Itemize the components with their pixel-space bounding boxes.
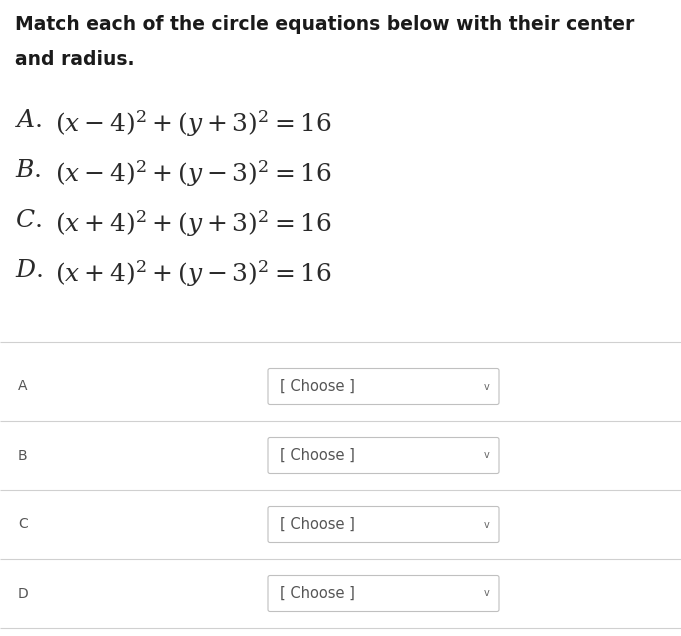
- FancyBboxPatch shape: [268, 506, 499, 543]
- Text: and radius.: and radius.: [15, 50, 135, 69]
- FancyBboxPatch shape: [268, 438, 499, 473]
- Text: $C.$: $C.$: [15, 208, 42, 232]
- Text: v: v: [484, 588, 490, 598]
- Text: C: C: [18, 518, 28, 532]
- Text: $A.$: $A.$: [15, 108, 43, 132]
- Text: v: v: [484, 382, 490, 392]
- Text: [ Choose ]: [ Choose ]: [280, 379, 355, 394]
- Text: v: v: [484, 450, 490, 460]
- Text: [ Choose ]: [ Choose ]: [280, 517, 355, 532]
- Text: Match each of the circle equations below with their center: Match each of the circle equations below…: [15, 15, 635, 34]
- Text: D: D: [18, 586, 29, 600]
- Text: $D.$: $D.$: [15, 258, 43, 282]
- Text: B: B: [18, 448, 28, 462]
- Text: $(x+4)^2+(y-3)^2=16$: $(x+4)^2+(y-3)^2=16$: [55, 258, 332, 289]
- Text: $(x-4)^2+(y+3)^2=16$: $(x-4)^2+(y+3)^2=16$: [55, 108, 332, 139]
- FancyBboxPatch shape: [268, 368, 499, 404]
- FancyBboxPatch shape: [268, 576, 499, 611]
- Text: $(x-4)^2+(y-3)^2=16$: $(x-4)^2+(y-3)^2=16$: [55, 158, 332, 189]
- Text: [ Choose ]: [ Choose ]: [280, 448, 355, 463]
- Text: $B.$: $B.$: [15, 158, 42, 182]
- Text: A: A: [18, 380, 27, 394]
- Text: v: v: [484, 520, 490, 530]
- Text: $(x+4)^2+(y+3)^2=16$: $(x+4)^2+(y+3)^2=16$: [55, 208, 332, 238]
- Text: [ Choose ]: [ Choose ]: [280, 586, 355, 601]
